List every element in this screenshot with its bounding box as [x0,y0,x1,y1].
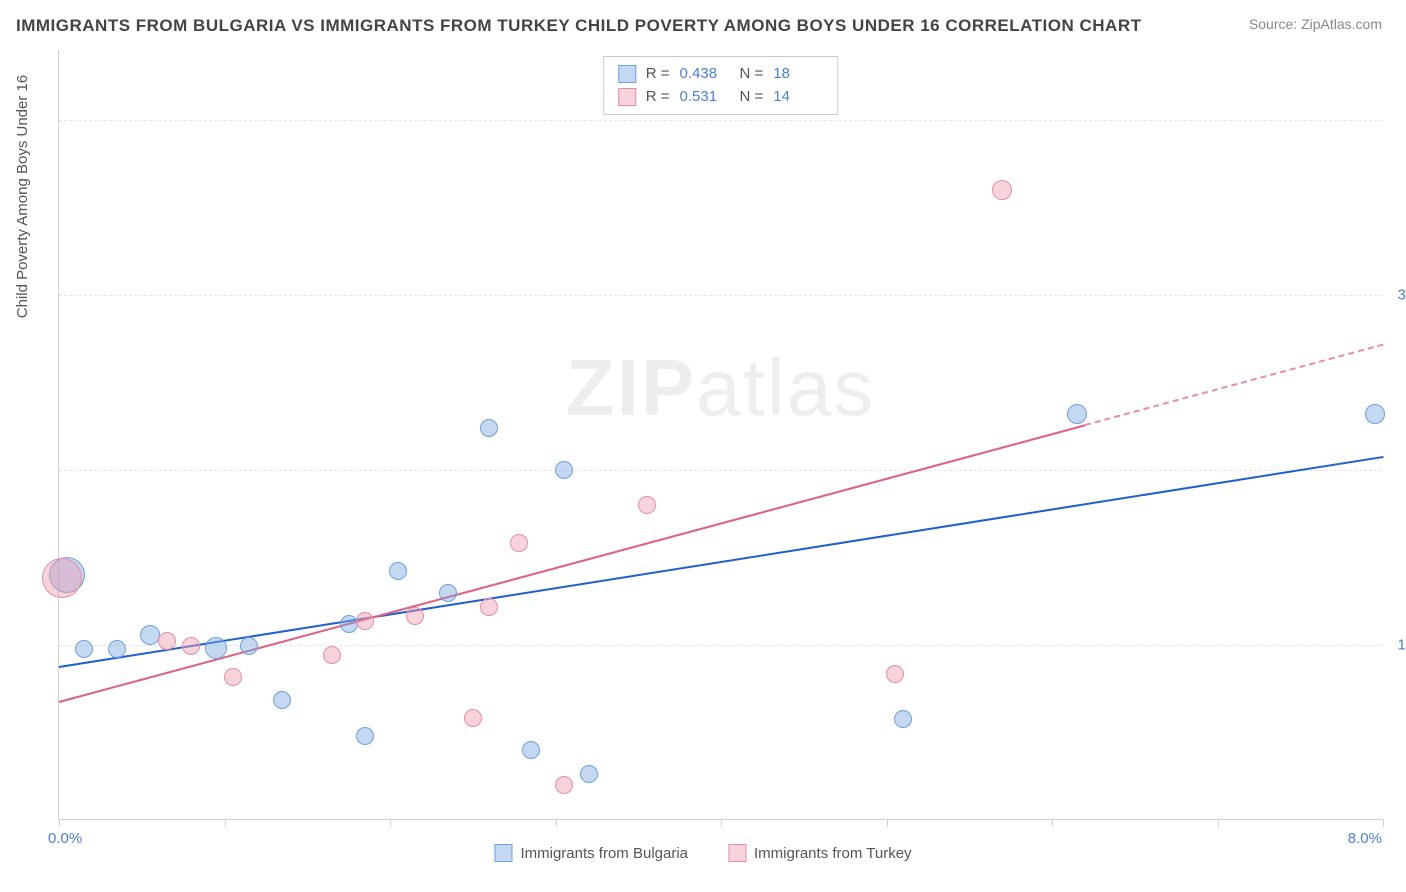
plot-area: ZIPatlas R =0.438N =18R =0.531N =14 12.5… [58,50,1382,820]
legend-label: Immigrants from Turkey [754,845,912,862]
x-tick [225,819,226,827]
trend-line-dashed [1085,344,1383,426]
data-point [638,496,656,514]
data-point [356,612,374,630]
data-point [894,710,912,728]
legend-swatch [728,844,746,862]
data-point [323,646,341,664]
x-tick [1218,819,1219,827]
legend-item: Immigrants from Turkey [728,844,912,862]
watermark-light: atlas [696,343,875,432]
chart-title: IMMIGRANTS FROM BULGARIA VS IMMIGRANTS F… [16,16,1141,36]
data-point [992,180,1012,200]
x-tick [721,819,722,827]
data-point [42,558,82,598]
data-point [1365,404,1385,424]
x-axis-max-label: 8.0% [1348,830,1382,847]
data-point [886,665,904,683]
r-label: R = [646,63,670,86]
x-axis-min-label: 0.0% [48,830,82,847]
r-value: 0.438 [680,63,730,86]
data-point [75,640,93,658]
data-point [205,637,227,659]
stats-legend-row: R = 0.438 N = 18 [618,63,824,86]
source-credit: Source: ZipAtlas.com [1249,16,1382,32]
data-point [439,584,457,602]
x-tick [887,819,888,827]
data-point [464,709,482,727]
stats-legend: R = 0.438 N = 18 R = 0.531 N = 14 [603,56,839,115]
data-point [1067,404,1087,424]
data-point [510,534,528,552]
trend-line [59,456,1383,668]
n-value: 18 [773,63,823,86]
r-value: 0.531 [680,86,730,109]
data-point [555,776,573,794]
data-point [356,727,374,745]
data-point [389,562,407,580]
data-point [182,637,200,655]
data-point [480,598,498,616]
legend-label: Immigrants from Bulgaria [520,845,688,862]
watermark: ZIPatlas [566,342,875,434]
data-point [555,461,573,479]
data-point [340,615,358,633]
x-tick [1052,819,1053,827]
legend-swatch [618,65,636,83]
data-point [273,691,291,709]
watermark-bold: ZIP [566,343,696,432]
n-label: N = [740,86,764,109]
y-tick-label: 12.5% [1380,637,1406,654]
gridline [59,120,1382,121]
stats-legend-row: R = 0.531 N = 14 [618,86,824,109]
data-point [224,668,242,686]
legend-swatch [618,88,636,106]
legend-item: Immigrants from Bulgaria [494,844,688,862]
data-point [158,632,176,650]
data-point [406,607,424,625]
data-point [480,419,498,437]
x-tick [556,819,557,827]
data-point [108,640,126,658]
x-tick [59,819,60,827]
x-tick [1383,819,1384,827]
y-tick-label: 37.5% [1380,287,1406,304]
gridline [59,470,1382,471]
r-label: R = [646,86,670,109]
gridline [59,295,1382,296]
data-point [240,637,258,655]
x-tick [390,819,391,827]
legend-swatch [494,844,512,862]
n-label: N = [740,63,764,86]
data-point [522,741,540,759]
data-point [580,765,598,783]
y-axis-title: Child Poverty Among Boys Under 16 [14,75,31,318]
bottom-legend: Immigrants from Bulgaria Immigrants from … [494,844,911,862]
n-value: 14 [773,86,823,109]
